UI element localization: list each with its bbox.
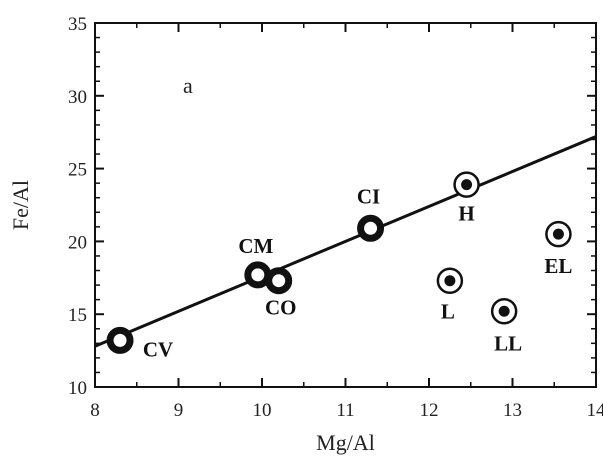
y-axis-title: Fe/Al <box>8 180 33 230</box>
y-tick-label: 30 <box>68 87 87 108</box>
point-label-cm: CM <box>238 234 273 258</box>
y-tick-label: 35 <box>68 14 87 35</box>
x-tick-label: 10 <box>253 400 272 421</box>
x-tick-label: 13 <box>503 400 522 421</box>
x-tick-label: 14 <box>587 400 603 421</box>
y-tick-label: 25 <box>68 160 87 181</box>
point-label-ci: CI <box>357 184 380 208</box>
y-tick-label: 15 <box>68 305 87 326</box>
point-label-h: H <box>458 202 474 226</box>
point-marker-cm <box>244 261 272 289</box>
point-marker-co <box>265 267 293 295</box>
x-tick-label: 11 <box>336 400 354 421</box>
point-label-el: EL <box>544 254 572 278</box>
point-label-cv: CV <box>143 337 173 361</box>
point-label-ll: LL <box>494 331 522 355</box>
point-marker-cv <box>106 326 134 354</box>
point-label-l: L <box>441 300 455 324</box>
axis-ticks: 8 9 10 11 12 13 14 10 15 20 25 30 35 <box>68 14 603 421</box>
point-dot-h <box>461 179 473 191</box>
panel-letter: a <box>183 73 193 98</box>
data-points <box>106 171 572 354</box>
point-label-co: CO <box>265 296 297 320</box>
point-dot-l <box>444 275 456 287</box>
plot-frame <box>94 22 597 388</box>
x-tick-label: 9 <box>174 400 184 421</box>
fit-line-layer <box>94 135 597 348</box>
x-tick-label: 12 <box>420 400 439 421</box>
point-dot-ll <box>498 305 510 317</box>
fit-line <box>94 135 597 348</box>
point-dot-el <box>552 228 564 240</box>
x-tick-label: 8 <box>90 400 100 421</box>
y-tick-label: 10 <box>68 378 87 399</box>
point-marker-ci <box>357 214 385 242</box>
y-tick-label: 20 <box>68 232 87 253</box>
x-axis-title: Mg/Al <box>316 430 375 455</box>
